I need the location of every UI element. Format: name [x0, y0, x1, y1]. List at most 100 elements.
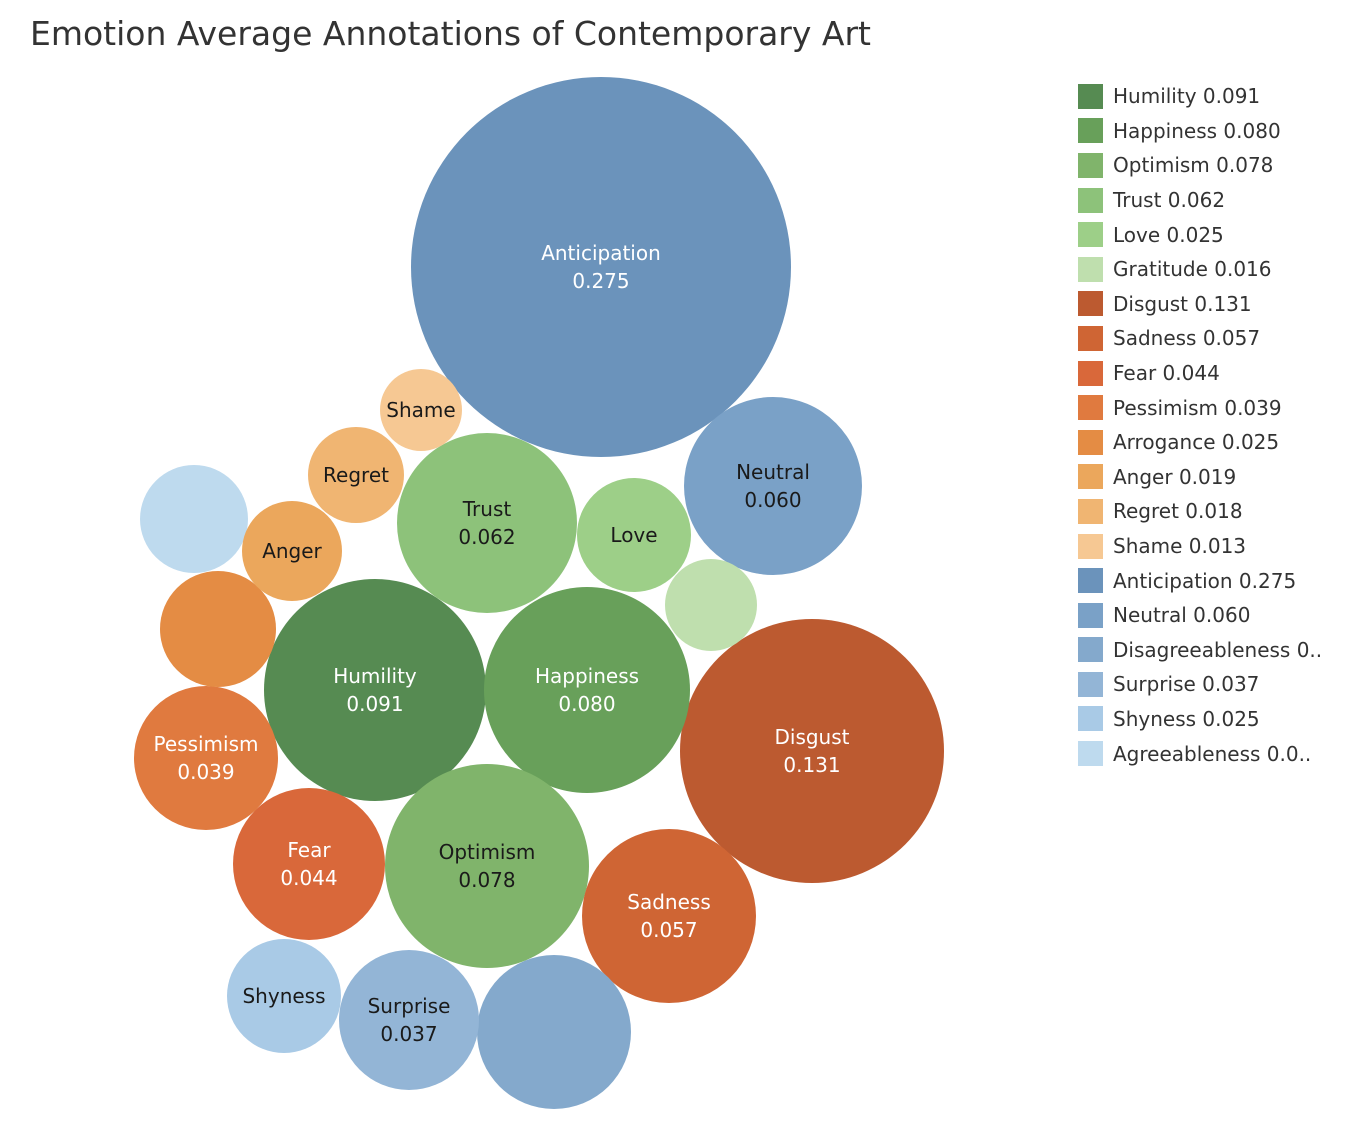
- bubble-surprise[interactable]: Surprise 0.037: [339, 950, 479, 1090]
- legend-swatch: [1078, 464, 1103, 490]
- legend-swatch: [1078, 533, 1103, 559]
- bubble-happiness[interactable]: Happiness 0.080: [484, 587, 690, 793]
- legend-label: Surprise 0.037: [1113, 672, 1260, 697]
- legend-label: Humility 0.091: [1113, 84, 1261, 109]
- legend-label: Anticipation 0.275: [1113, 568, 1297, 593]
- bubble-circle-regret[interactable]: [308, 427, 404, 523]
- legend-swatch: [1078, 360, 1103, 386]
- bubble-shame[interactable]: Shame: [380, 369, 462, 451]
- legend-label: Disgust 0.131: [1113, 291, 1252, 316]
- bubble-neutral[interactable]: Neutral 0.060: [684, 397, 862, 575]
- bubble-circle-agreeableness[interactable]: [140, 465, 248, 573]
- bubble-label-trust: Trust: [462, 497, 512, 521]
- bubble-sadness[interactable]: Sadness 0.057: [582, 829, 756, 1003]
- bubble-gratitude[interactable]: [665, 559, 757, 651]
- legend-swatch: [1078, 118, 1103, 144]
- bubble-circle-anger[interactable]: [242, 501, 342, 601]
- bubble-love[interactable]: Love: [577, 478, 691, 592]
- bubble-pessimism[interactable]: Pessimism 0.039: [134, 686, 278, 830]
- bubble-circle-anticipation[interactable]: [411, 77, 791, 457]
- chart-title: Emotion Average Annotations of Contempor…: [30, 14, 871, 53]
- legend-label: Fear 0.044: [1113, 361, 1220, 386]
- legend-item[interactable]: Neutral 0.060: [1078, 598, 1338, 633]
- bubble-trust[interactable]: Trust 0.062: [397, 433, 577, 613]
- bubble-circle-disgust[interactable]: [680, 619, 944, 883]
- legend-swatch: [1078, 498, 1103, 524]
- legend-item[interactable]: Disagreeableness 0..: [1078, 633, 1338, 668]
- legend-item[interactable]: Sadness 0.057: [1078, 321, 1338, 356]
- legend-label: Happiness 0.080: [1113, 118, 1281, 143]
- bubble-value-optimism: 0.078: [458, 868, 515, 892]
- bubble-regret[interactable]: Regret: [308, 427, 404, 523]
- bubble-circle-arrogance[interactable]: [160, 571, 276, 687]
- bubble-label-anger: Anger: [262, 539, 322, 563]
- bubble-value-pessimism: 0.039: [177, 760, 234, 784]
- bubble-fear[interactable]: Fear 0.044: [233, 788, 385, 940]
- legend-item[interactable]: Shame 0.013: [1078, 529, 1338, 564]
- legend-label: Arrogance 0.025: [1113, 430, 1280, 455]
- legend-swatch: [1078, 568, 1103, 594]
- bubble-circle-pessimism[interactable]: [134, 686, 278, 830]
- legend-label: Love 0.025: [1113, 222, 1224, 247]
- bubble-circle-trust[interactable]: [397, 433, 577, 613]
- legend-item[interactable]: Optimism 0.078: [1078, 148, 1338, 183]
- legend-swatch: [1078, 395, 1103, 421]
- bubble-circle-humility[interactable]: [264, 579, 486, 801]
- legend: Humility 0.091 Happiness 0.080 Optimism 0.…: [1078, 79, 1338, 771]
- bubble-label-love: Love: [610, 523, 657, 547]
- legend-swatch: [1078, 325, 1103, 351]
- legend-item[interactable]: Regret 0.018: [1078, 494, 1338, 529]
- legend-item[interactable]: Disgust 0.131: [1078, 287, 1338, 322]
- legend-item[interactable]: Trust 0.062: [1078, 183, 1338, 218]
- bubble-label-disgust: Disgust: [774, 725, 849, 749]
- bubble-label-pessimism: Pessimism: [154, 732, 259, 756]
- bubble-circle-shame[interactable]: [380, 369, 462, 451]
- bubble-circle-shyness[interactable]: [227, 939, 341, 1053]
- bubble-label-happiness: Happiness: [535, 664, 639, 688]
- legend-label: Shame 0.013: [1113, 534, 1247, 559]
- legend-item[interactable]: Anger 0.019: [1078, 460, 1338, 495]
- bubble-value-humility: 0.091: [346, 692, 403, 716]
- bubble-humility[interactable]: Humility 0.091: [264, 579, 486, 801]
- bubble-circle-gratitude[interactable]: [665, 559, 757, 651]
- bubble-anticipation[interactable]: Anticipation 0.275: [411, 77, 791, 457]
- legend-swatch: [1078, 222, 1103, 248]
- legend-item[interactable]: Gratitude 0.016: [1078, 252, 1338, 287]
- bubble-circle-happiness[interactable]: [484, 587, 690, 793]
- bubble-value-anticipation: 0.275: [572, 269, 629, 293]
- bubble-circle-sadness[interactable]: [582, 829, 756, 1003]
- bubble-shyness[interactable]: Shyness: [227, 939, 341, 1053]
- bubble-anger[interactable]: Anger: [242, 501, 342, 601]
- legend-item[interactable]: Agreeableness 0.0..: [1078, 736, 1338, 771]
- legend-label: Gratitude 0.016: [1113, 257, 1272, 282]
- bubble-circle-neutral[interactable]: [684, 397, 862, 575]
- legend-label: Trust 0.062: [1113, 188, 1226, 213]
- bubble-circle-disagreeableness[interactable]: [477, 955, 631, 1109]
- legend-item[interactable]: Love 0.025: [1078, 217, 1338, 252]
- legend-item[interactable]: Fear 0.044: [1078, 356, 1338, 391]
- bubble-value-happiness: 0.080: [558, 692, 615, 716]
- bubble-disagreeableness[interactable]: [477, 955, 631, 1109]
- bubble-circle-love[interactable]: [577, 478, 691, 592]
- bubble-arrogance[interactable]: [160, 571, 276, 687]
- legend-label: Neutral 0.060: [1113, 603, 1251, 628]
- legend-item[interactable]: Happiness 0.080: [1078, 114, 1338, 149]
- bubble-label-surprise: Surprise: [368, 994, 451, 1018]
- bubble-disgust[interactable]: Disgust 0.131: [680, 619, 944, 883]
- bubble-circle-fear[interactable]: [233, 788, 385, 940]
- bubble-agreeableness[interactable]: [140, 465, 248, 573]
- legend-label: Pessimism 0.039: [1113, 395, 1282, 420]
- bubble-circle-surprise[interactable]: [339, 950, 479, 1090]
- legend-item[interactable]: Surprise 0.037: [1078, 667, 1338, 702]
- legend-item[interactable]: Pessimism 0.039: [1078, 390, 1338, 425]
- bubble-label-humility: Humility: [333, 664, 417, 688]
- bubble-label-anticipation: Anticipation: [541, 241, 661, 265]
- legend-item[interactable]: Shyness 0.025: [1078, 702, 1338, 737]
- legend-swatch: [1078, 741, 1103, 767]
- bubble-optimism[interactable]: Optimism 0.078: [385, 764, 589, 968]
- legend-item[interactable]: Humility 0.091: [1078, 79, 1338, 114]
- bubble-circle-optimism[interactable]: [385, 764, 589, 968]
- bubble-chart: Anticipation 0.275 Disgust 0.131 Humility 0.0…: [134, 77, 944, 1109]
- legend-item[interactable]: Anticipation 0.275: [1078, 563, 1338, 598]
- legend-item[interactable]: Arrogance 0.025: [1078, 425, 1338, 460]
